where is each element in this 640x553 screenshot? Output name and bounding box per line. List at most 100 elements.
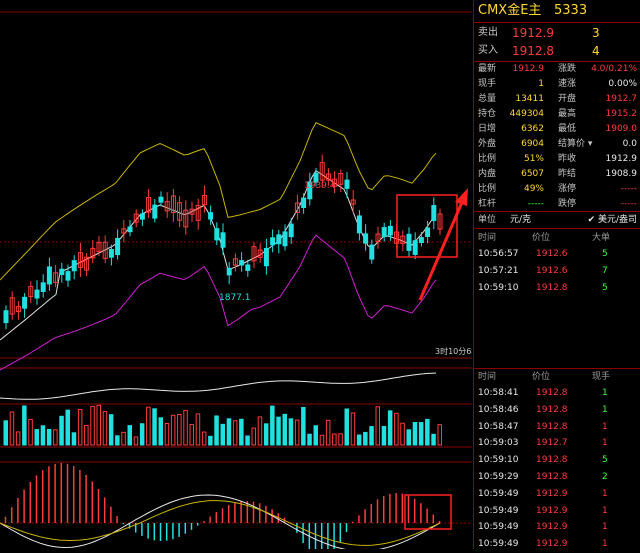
candle-body (232, 258, 238, 266)
volume-bar (257, 416, 263, 446)
stat-row: 外盘 6904 结算价 ▾ 0.0 (474, 137, 640, 152)
volume-bar (53, 429, 58, 446)
candle-body (59, 268, 65, 276)
volume-bar (189, 423, 194, 446)
candle-body (133, 213, 139, 223)
candle-body (313, 172, 319, 183)
stat-label: 速涨 (558, 79, 577, 89)
tick-header-cell: 时间 (478, 372, 497, 382)
big-trade-time: 10:59:10 (478, 282, 519, 293)
candle-body (146, 197, 152, 213)
annotation-arrowhead (455, 188, 468, 206)
tick-price: 1912.8 (536, 421, 568, 432)
order-book-row: 买入 1912.8 4 (474, 42, 640, 60)
stat-value: ----- (620, 199, 637, 209)
tick-row: 10:59:49 1912.9 1 (474, 536, 640, 552)
tick-row: 10:59:49 1912.9 1 (474, 486, 640, 502)
order-book-price: 1912.9 (512, 26, 554, 40)
stat-label: 比例 (478, 154, 497, 164)
volume-bar (400, 422, 405, 446)
stat-row: 内盘 6507 昨结 1908.9 (474, 167, 640, 182)
candle-body (152, 204, 158, 219)
candle-body (425, 227, 431, 237)
tick-qty: 2 (602, 472, 608, 482)
tick-header: 时间 价位 现手 (474, 369, 640, 385)
candle-body (276, 234, 282, 245)
kline-chart[interactable]: 1939.4 1877.1 3时10分6秒 (0, 0, 479, 553)
volume-bar (108, 414, 114, 446)
candle-body (251, 246, 257, 262)
kline-chart-area[interactable]: 1939.4 1877.1 3时10分6秒 (0, 0, 479, 553)
candle-body (53, 272, 59, 283)
candle-body (9, 297, 15, 315)
volume-bar (127, 425, 132, 446)
stat-label: 最低 (558, 124, 577, 134)
stat-label: 涨停 (558, 184, 577, 194)
tick-header-cell: 现手 (592, 372, 611, 382)
stat-label: 总量 (478, 94, 497, 104)
volume-bar (319, 434, 325, 446)
volume-bar (251, 427, 256, 446)
volume-bar (313, 425, 318, 446)
stat-value: 6904 (521, 139, 544, 149)
stat-value: 1912.9 (512, 64, 545, 74)
candle-body (28, 285, 34, 298)
bollinger-upper (0, 122, 437, 281)
indicator-line-pane (0, 372, 437, 400)
tick-time: 10:59:49 (478, 522, 519, 533)
candle-body (177, 202, 183, 221)
stat-label: 日增 (478, 124, 497, 134)
candle-body (431, 205, 437, 222)
big-trade-row: 10:57:21 1912.6 7 (474, 263, 640, 279)
volume-bar (3, 420, 8, 446)
candle-body (263, 247, 269, 267)
candle-body (270, 237, 276, 246)
volume-bar (59, 415, 64, 446)
big-trade-header: 时间 价位 大单 (474, 230, 640, 246)
tick-row: 10:59:49 1912.9 1 (474, 519, 640, 535)
currency-toggle[interactable]: ✔ 美元/盎司 (587, 215, 637, 225)
candle-body (170, 195, 176, 214)
tick-price: 1912.9 (536, 505, 568, 516)
stat-value: 51% (523, 154, 544, 164)
candle-body (3, 310, 9, 324)
volume-bar (381, 425, 387, 446)
volume-bar (177, 414, 182, 446)
volume-bar (369, 426, 374, 446)
candle-body (158, 196, 164, 203)
volume-bar (276, 416, 281, 446)
volume-bar (437, 424, 442, 446)
tick-qty: 1 (602, 404, 608, 415)
volume-bar (28, 418, 33, 446)
candle-body (350, 199, 356, 205)
order-book-label: 卖出 (478, 27, 498, 38)
candle-body (338, 172, 344, 185)
stat-value: 0.0 (622, 139, 637, 149)
candle-body (189, 208, 195, 215)
macd-dea-line (0, 500, 441, 546)
tick-price: 1912.8 (536, 472, 568, 482)
candle-body (437, 213, 443, 230)
big-trade-qty: 5 (602, 249, 608, 259)
stat-row: 总量 13411 开盘 1912.7 (474, 92, 640, 107)
tick-qty: 1 (602, 505, 608, 516)
volume-bar (152, 408, 157, 446)
tick-qty: 1 (602, 522, 608, 533)
tick-row: 10:59:49 1912.9 1 (474, 503, 640, 519)
candle-body (294, 202, 300, 214)
highlight-box-macd (404, 494, 452, 530)
stat-label: 涨跌 (558, 64, 577, 74)
candle-body (15, 306, 21, 313)
candle-body (108, 248, 114, 258)
big-trade-qty: 5 (602, 282, 608, 293)
candle-body (412, 240, 418, 255)
tick-qty: 5 (602, 455, 608, 466)
volume-bar (245, 435, 250, 446)
candle-body (325, 173, 331, 181)
annotation-arrow (418, 199, 465, 301)
candle-body (115, 237, 121, 256)
stat-value: 1912.7 (605, 94, 638, 104)
stat-label: 比例 (478, 184, 497, 194)
stat-label: 最新 (478, 64, 497, 74)
big-trade-header-cell: 价位 (532, 233, 551, 243)
